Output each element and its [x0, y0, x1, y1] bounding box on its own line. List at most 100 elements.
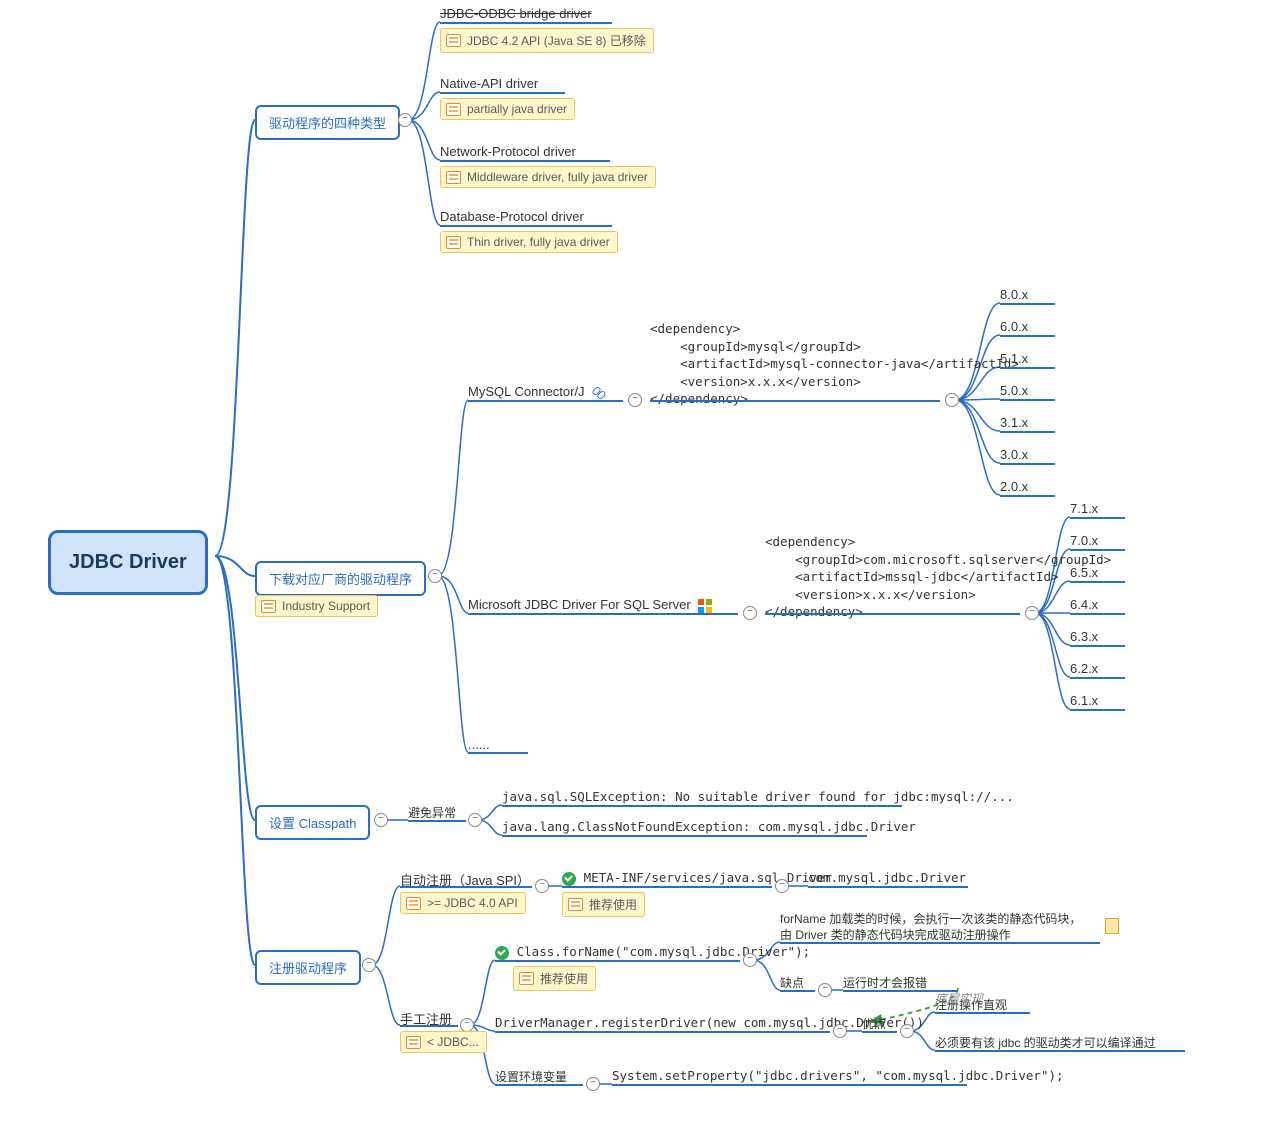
- expand-toggle[interactable]: −: [628, 393, 642, 407]
- mysql-dependency-block: <dependency> <groupId>mysql</groupId> <a…: [650, 320, 1019, 408]
- mssql-dependency-block: <dependency> <groupId>com.microsoft.sqls…: [765, 533, 1111, 621]
- type-tag-1: partially java driver: [440, 98, 575, 120]
- tag-icon: [519, 972, 534, 985]
- tag-icon: [406, 897, 421, 910]
- branch-label: 下载对应厂商的驱动程序: [269, 572, 412, 587]
- expand-toggle[interactable]: −: [535, 879, 549, 893]
- underline: [935, 1050, 1185, 1052]
- underline: [1070, 517, 1125, 519]
- type-label-1: Native-API driver: [440, 76, 538, 92]
- mysql-version: 3.0.x: [1000, 447, 1028, 463]
- root-title: JDBC Driver: [69, 551, 187, 573]
- forname-note: forName 加载类的时候，会执行一次该类的静态代码块，由 Driver 类的…: [780, 912, 1090, 944]
- type-tag-0: JDBC 4.2 API (Java SE 8) 已移除: [440, 28, 654, 53]
- underline: [808, 886, 968, 888]
- tag-icon: [446, 34, 461, 47]
- expand-toggle[interactable]: −: [743, 606, 757, 620]
- underline: [562, 886, 772, 888]
- underline: [495, 1031, 830, 1033]
- underline: [468, 613, 738, 615]
- underline: [1000, 463, 1055, 465]
- check-icon: [495, 946, 509, 960]
- type-label-3: Database-Protocol driver: [440, 209, 584, 225]
- mysql-version: 3.1.x: [1000, 415, 1028, 431]
- expand-toggle[interactable]: −: [428, 569, 442, 583]
- underline: [1070, 677, 1125, 679]
- expand-toggle[interactable]: −: [374, 813, 388, 827]
- tag-icon: [446, 236, 461, 249]
- expand-toggle[interactable]: −: [818, 983, 832, 997]
- underline: [440, 92, 565, 94]
- underline: [765, 613, 1020, 615]
- expand-toggle[interactable]: −: [398, 113, 412, 127]
- underline: [1000, 399, 1055, 401]
- classpath-error-0: java.sql.SQLException: No suitable drive…: [502, 789, 1014, 805]
- branch-download[interactable]: 下载对应厂商的驱动程序: [255, 561, 426, 596]
- mssql-version: 6.3.x: [1070, 629, 1098, 645]
- type-tag-2: Middleware driver, fully java driver: [440, 166, 656, 188]
- underline: [780, 942, 1100, 944]
- underline: [400, 1025, 458, 1027]
- underline: [440, 22, 612, 24]
- spi-file: META-INF/services/java.sql.Driver: [562, 870, 832, 887]
- mysql-version: 5.1.x: [1000, 351, 1028, 367]
- expand-toggle[interactable]: −: [833, 1024, 847, 1038]
- branch-classpath[interactable]: 设置 Classpath: [255, 805, 370, 840]
- underline: [502, 835, 867, 837]
- expand-toggle[interactable]: −: [743, 953, 757, 967]
- download-tag: Industry Support: [255, 595, 378, 617]
- underline: [650, 400, 940, 402]
- mssql-version: 6.1.x: [1070, 693, 1098, 709]
- underline: [1000, 431, 1055, 433]
- forname-tag: 推荐使用: [513, 966, 596, 991]
- type-tag-3: Thin driver, fully java driver: [440, 231, 618, 253]
- underline: [935, 1012, 1030, 1014]
- underline: [502, 805, 902, 807]
- underline: [1070, 549, 1125, 551]
- underline: [468, 400, 623, 402]
- expand-toggle[interactable]: −: [586, 1077, 600, 1091]
- branch-register[interactable]: 注册驱动程序: [255, 950, 361, 985]
- branch-label: 注册驱动程序: [269, 961, 347, 976]
- mysql-version: 8.0.x: [1000, 287, 1028, 303]
- branch-label: 驱动程序的四种类型: [269, 116, 386, 131]
- expand-toggle[interactable]: −: [1025, 606, 1039, 620]
- underline: [1000, 303, 1055, 305]
- underline: [862, 1031, 897, 1033]
- underline: [1070, 581, 1125, 583]
- underline: [440, 160, 610, 162]
- link-icon: [592, 386, 606, 400]
- expand-toggle[interactable]: −: [468, 813, 482, 827]
- underline: [1000, 367, 1055, 369]
- mssql-version: 7.1.x: [1070, 501, 1098, 517]
- type-label-0: JDBC-ODBC bridge driver: [440, 6, 592, 22]
- expand-toggle[interactable]: −: [775, 879, 789, 893]
- mysql-version: 6.0.x: [1000, 319, 1028, 335]
- tag-icon: [568, 898, 583, 911]
- registerdriver-code: DriverManager.registerDriver(new com.mys…: [495, 1015, 924, 1031]
- mssql-version: 7.0.x: [1070, 533, 1098, 549]
- underline: [1000, 495, 1055, 497]
- tag-icon: [406, 1036, 421, 1049]
- expand-toggle[interactable]: −: [460, 1018, 474, 1032]
- underline: [612, 1084, 967, 1086]
- underline: [468, 752, 528, 754]
- expand-toggle[interactable]: −: [945, 393, 959, 407]
- expand-toggle[interactable]: −: [900, 1024, 914, 1038]
- branch-driver-types[interactable]: 驱动程序的四种类型: [255, 105, 400, 140]
- mysql-version: 5.0.x: [1000, 383, 1028, 399]
- auto-register-tag: >= JDBC 4.0 API: [400, 892, 526, 914]
- underline: [1070, 613, 1125, 615]
- microsoft-logo-icon: [698, 599, 712, 613]
- mssql-version: 6.2.x: [1070, 661, 1098, 677]
- underline: [1070, 645, 1125, 647]
- tag-icon: [261, 600, 276, 613]
- underline: [495, 960, 740, 962]
- document-icon: [1105, 918, 1119, 934]
- classpath-error-1: java.lang.ClassNotFoundException: com.my…: [502, 819, 916, 835]
- underline: [408, 820, 466, 822]
- underline: [1070, 709, 1125, 711]
- root-node[interactable]: JDBC Driver: [48, 530, 208, 595]
- manual-register-tag: < JDBC...: [400, 1031, 487, 1053]
- expand-toggle[interactable]: −: [362, 958, 376, 972]
